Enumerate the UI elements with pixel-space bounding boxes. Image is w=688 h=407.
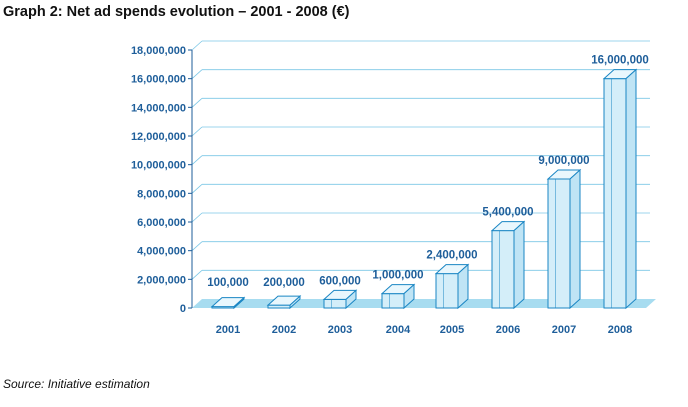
bar-2004 bbox=[381, 293, 405, 309]
x-tick-label: 2003 bbox=[328, 324, 352, 336]
data-label: 1,000,000 bbox=[372, 270, 423, 282]
y-tick-label: 12,000,000 bbox=[131, 131, 186, 143]
x-tick-label: 2008 bbox=[608, 324, 632, 336]
bar-2006 bbox=[491, 230, 515, 309]
bar-2003 bbox=[323, 298, 347, 309]
chart-title: Graph 2: Net ad spends evolution – 2001 … bbox=[3, 4, 350, 20]
data-label: 16,000,000 bbox=[591, 55, 649, 67]
data-label: 5,400,000 bbox=[482, 207, 533, 219]
y-tick-label: 6,000,000 bbox=[137, 217, 186, 229]
x-tick-label: 2005 bbox=[440, 324, 464, 336]
bar-side bbox=[289, 295, 301, 310]
x-tick-label: 2006 bbox=[496, 324, 520, 336]
gridline-diagonal bbox=[191, 155, 203, 165]
data-label: 9,000,000 bbox=[538, 155, 589, 167]
bar-side bbox=[403, 283, 415, 310]
bar-2007 bbox=[547, 178, 571, 309]
x-tick-label: 2007 bbox=[552, 324, 576, 336]
chart-floor bbox=[192, 299, 656, 308]
bar-side bbox=[457, 263, 469, 310]
gridline-diagonal bbox=[191, 40, 203, 51]
y-tick-label: 10,000,000 bbox=[131, 160, 186, 172]
y-tick-label: 0 bbox=[180, 303, 186, 315]
data-label: 600,000 bbox=[319, 275, 361, 287]
y-tick-label: 8,000,000 bbox=[137, 188, 186, 200]
y-tick-label: 2,000,000 bbox=[137, 274, 186, 286]
x-tick-label: 2001 bbox=[216, 324, 240, 336]
gridline-diagonal bbox=[191, 69, 203, 79]
gridline-diagonal bbox=[191, 98, 203, 108]
gridline-diagonal bbox=[191, 241, 203, 251]
x-tick-label: 2002 bbox=[272, 324, 296, 336]
x-tick-label: 2004 bbox=[386, 324, 411, 336]
y-tick-label: 16,000,000 bbox=[131, 74, 186, 86]
gridline-diagonal bbox=[191, 212, 203, 223]
data-label: 100,000 bbox=[207, 277, 249, 289]
gridline-diagonal bbox=[191, 270, 203, 280]
bar-2008 bbox=[603, 78, 627, 309]
bar-side bbox=[513, 220, 525, 310]
bar-side bbox=[345, 289, 357, 310]
bar-side bbox=[233, 296, 245, 310]
data-label: 200,000 bbox=[263, 277, 305, 289]
y-tick-label: 18,000,000 bbox=[131, 45, 186, 57]
source-note: Source: Initiative estimation bbox=[3, 377, 150, 391]
y-tick-label: 14,000,000 bbox=[131, 102, 186, 114]
y-tick-label: 4,000,000 bbox=[137, 246, 186, 258]
bar-side bbox=[569, 168, 581, 310]
bar-side bbox=[625, 68, 637, 310]
data-label: 2,400,000 bbox=[426, 250, 477, 262]
gridline-diagonal bbox=[191, 184, 203, 194]
gridline-diagonal bbox=[191, 126, 203, 137]
bar-2005 bbox=[435, 273, 459, 309]
